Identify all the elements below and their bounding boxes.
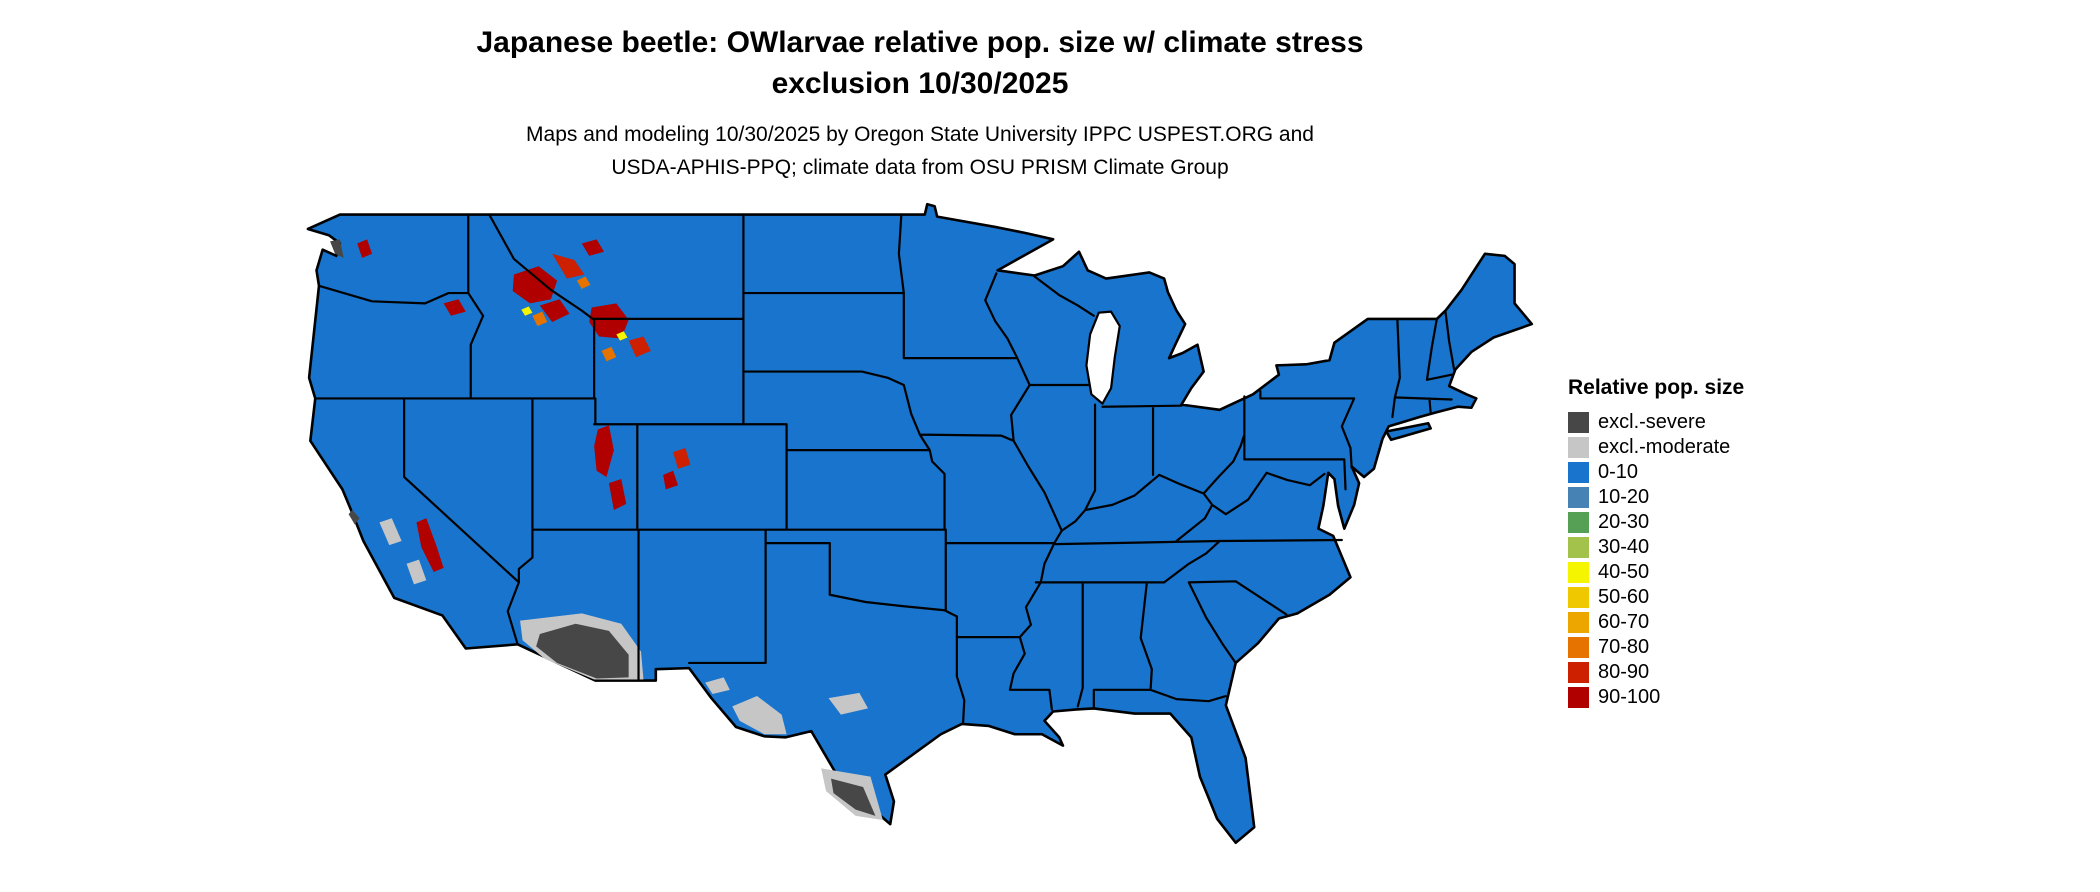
title-line-1: Japanese beetle: OWlarvae relative pop. … [476,26,1364,59]
legend: Relative pop. size excl.-severe excl.-mod… [1568,376,1744,710]
legend-item: 40-50 [1568,560,1744,585]
legend-item: 10-20 [1568,485,1744,510]
patch-excl-moderate-big-bend [732,696,787,735]
patch-excl-moderate-central-texas [828,692,869,715]
lake-michigan [1086,312,1119,404]
page-title: Japanese beetle: OWlarvae relative pop. … [0,22,1840,104]
state-borders-east [1036,312,1454,709]
patch-excl-severe-arizona [536,623,629,679]
patch-90-100-north-cascades [357,239,373,258]
patch-90-100-utah-wasatch [594,425,614,477]
patch-80-90-wind-river [628,336,651,358]
patch-90-100-idaho-south [539,299,570,322]
legend-swatch [1568,612,1589,633]
legend-items: excl.-severe excl.-moderate 0-10 10-20 20-30… [1568,410,1744,710]
legend-swatch [1568,462,1589,483]
legend-item: 70-80 [1568,635,1744,660]
patch-excl-moderate-southern-nm [705,677,730,694]
legend-item: 60-70 [1568,610,1744,635]
legend-item: 20-30 [1568,510,1744,535]
patch-90-100-central-idaho [512,266,558,304]
legend-item-label: 50-60 [1598,586,1650,608]
patch-80-90-idaho-montana-border [552,253,585,279]
long-island [1386,423,1430,440]
state-borders-central [743,215,1093,724]
legend-item-label: 40-50 [1598,561,1650,583]
legend-item-label: 10-20 [1598,486,1650,508]
legend-swatch [1568,687,1589,708]
state-borders [315,215,1454,724]
legend-swatch [1568,637,1589,658]
patch-excl-moderate-california-2 [406,559,427,585]
legend-item-label: 60-70 [1598,611,1650,633]
patch-excl-severe-puget-sound [330,239,344,258]
patch-90-100-ne-oregon [443,299,466,316]
patch-80-90-colorado-north [673,448,691,469]
legend-swatch [1568,562,1589,583]
patch-90-100-yellowstone [589,303,629,339]
legend-item-label: excl.-severe [1598,411,1706,433]
legend-swatch [1568,412,1589,433]
patch-excl-severe-sf-bay [348,510,360,525]
patch-70-80-wyoming-speck [601,346,617,362]
legend-swatch [1568,662,1589,683]
title-line-2: exclusion 10/30/2025 [771,67,1069,100]
legend-item-label: 90-100 [1598,686,1661,708]
legend-title: Relative pop. size [1568,376,1745,399]
patch-90-100-colorado-central [663,470,679,490]
patch-40-50-wyoming-speck [616,331,628,341]
patch-90-100-montana-west [581,239,604,256]
patch-excl-moderate-california-1 [379,518,402,546]
subtitle-line-2: USDA-APHIS-PPQ; climate data from OSU PR… [611,156,1229,179]
legend-item: 50-60 [1568,585,1744,610]
us-map [298,198,1538,882]
legend-item: excl.-severe [1568,410,1744,435]
legend-item: excl.-moderate [1568,435,1744,460]
patch-90-100-utah-plateau [608,479,627,511]
state-borders-west [315,215,957,681]
legend-swatch [1568,437,1589,458]
legend-item: 30-40 [1568,535,1744,560]
legend-item-label: 20-30 [1598,511,1650,533]
legend-item-label: 30-40 [1598,536,1650,558]
us-map-svg [298,198,1538,882]
legend-item: 90-100 [1568,685,1744,710]
legend-swatch [1568,537,1589,558]
legend-swatch [1568,487,1589,508]
legend-item-label: 70-80 [1598,636,1650,658]
patch-40-50-idaho-speck [521,306,533,316]
legend-item-label: 0-10 [1598,461,1639,483]
legend-item-label: excl.-moderate [1598,436,1731,458]
patch-90-100-sierra-nevada [416,518,444,573]
us-landmass [308,204,1532,843]
legend-item-label: 80-90 [1598,661,1650,683]
patch-excl-severe-south-texas [831,778,876,816]
subtitle-line-1: Maps and modeling 10/30/2025 by Oregon S… [526,123,1314,146]
legend-item: 0-10 [1568,460,1744,485]
legend-swatch [1568,587,1589,608]
patch-70-80-montana-speck [576,276,591,289]
legend-swatch [1568,512,1589,533]
subtitle: Maps and modeling 10/30/2025 by Oregon S… [0,118,1840,184]
legend-item: 80-90 [1568,660,1744,685]
patch-70-80-idaho-speck [532,311,548,327]
